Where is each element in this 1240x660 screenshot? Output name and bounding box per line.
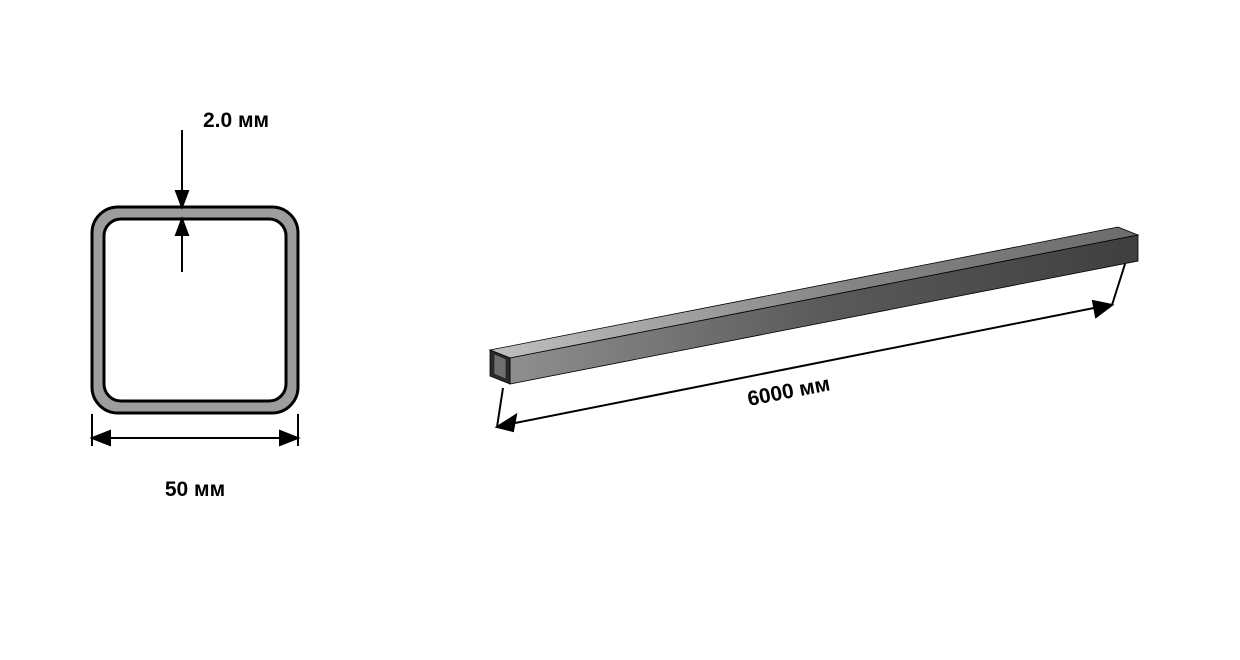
- dimension-width: [92, 414, 298, 446]
- dimension-thickness-label: 2.0 мм: [203, 109, 269, 132]
- dimension-width-label: 50 мм: [165, 478, 225, 501]
- technical-drawing: 2.0 мм 50 мм: [0, 0, 1240, 660]
- tube-3d: [490, 227, 1138, 384]
- profile-cross-section: [92, 207, 298, 413]
- dimension-length-label: 6000 мм: [746, 372, 832, 411]
